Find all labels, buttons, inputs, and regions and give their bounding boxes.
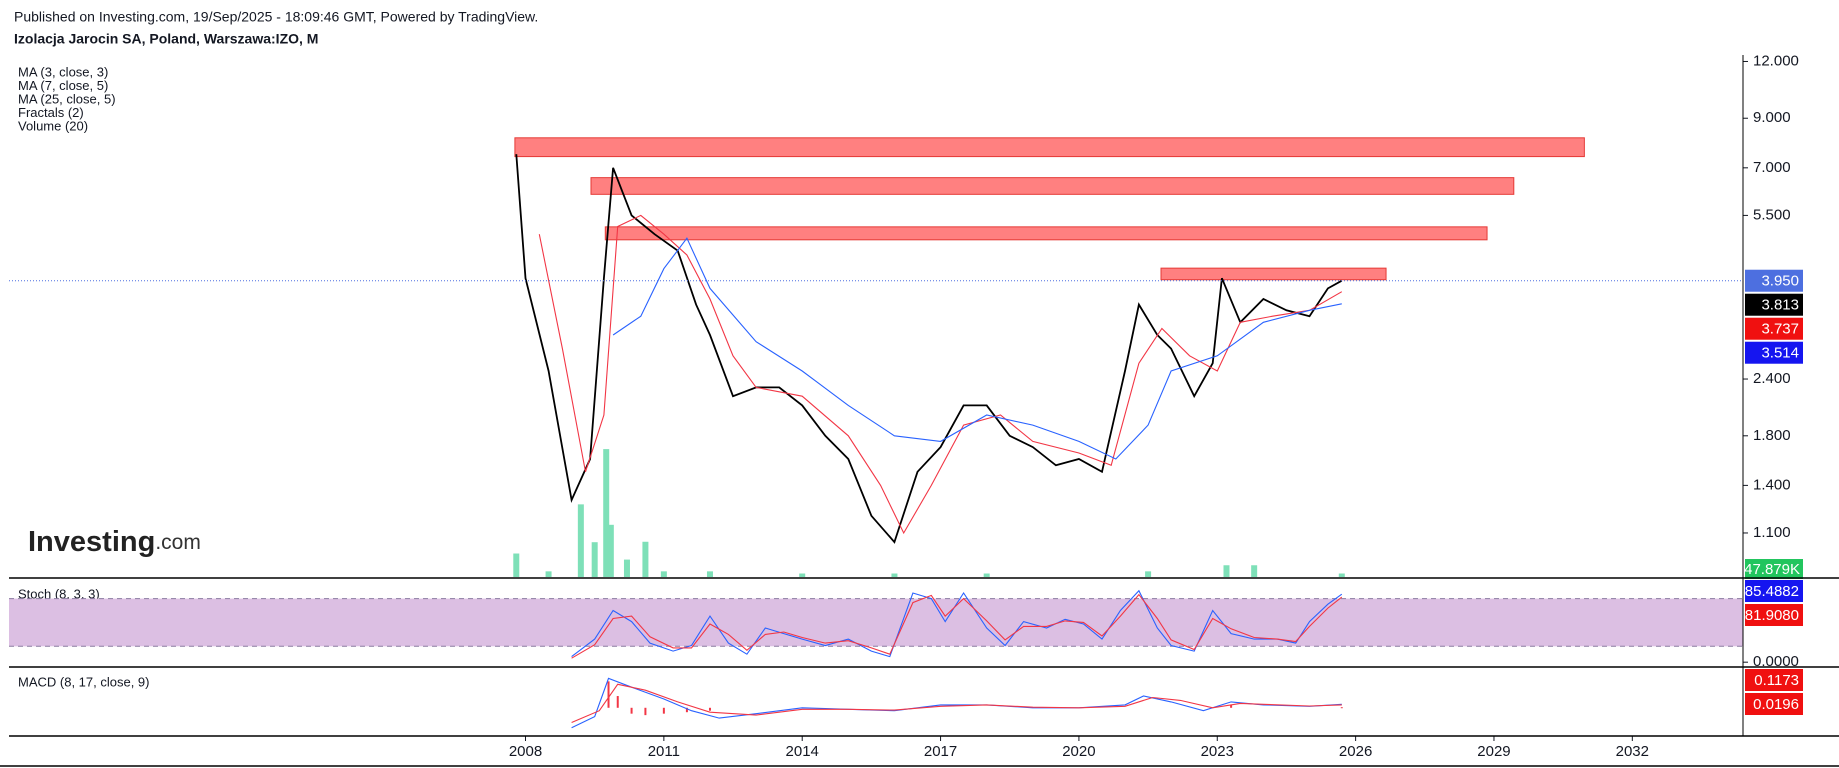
series-line [571, 677, 1342, 729]
y-tick-label: 7.000 [1753, 159, 1791, 176]
macd-histogram-bar [1230, 704, 1233, 708]
indicator-legend: MA (25, close, 5) [18, 91, 116, 106]
y-tick-label: 2.400 [1753, 370, 1791, 387]
price-tag: 3.737 [1761, 321, 1799, 338]
y-tick-label: 1.400 [1753, 476, 1791, 493]
indicator-tag-bg [1745, 580, 1803, 602]
volume-bar [603, 449, 610, 577]
volume-bar [660, 571, 667, 577]
volume-tag: 147.879K [1736, 561, 1800, 578]
volume-bar [577, 504, 584, 577]
x-tick-label: 2008 [509, 743, 542, 760]
indicator-tag: 85.4882 [1745, 583, 1799, 600]
volume-bar [1251, 565, 1258, 577]
symbol-title: Izolacja Jarocin SA, Poland, Warszawa:IZ… [14, 31, 318, 47]
series-line [538, 214, 1343, 535]
volume-bar [1145, 571, 1152, 577]
volume-bar [607, 524, 614, 577]
x-tick-label: 2014 [786, 743, 819, 760]
volume-bar [706, 571, 713, 577]
logo-brand: Investing [28, 526, 155, 558]
macd-histogram-bar [630, 707, 633, 714]
volume-bar [591, 542, 598, 577]
macd-histogram-bar [1340, 707, 1343, 709]
price-tag: 3.950 [1761, 273, 1799, 290]
indicator-tag: 0.0196 [1753, 696, 1799, 713]
plot-area [513, 137, 1585, 577]
series-line [515, 154, 1343, 544]
y-tick-label: 12.000 [1753, 52, 1799, 69]
indicator-tag-bg [1745, 604, 1803, 626]
y-tick-label: 1.800 [1753, 427, 1791, 444]
indicator-legend: MA (3, close, 3) [18, 64, 108, 79]
y-tick-label: 0.0000 [1753, 653, 1799, 670]
plot-area [9, 589, 1743, 659]
macd-histogram-bar [607, 681, 610, 708]
indicator-tag: 81.9080 [1745, 607, 1799, 624]
x-tick-label: 2032 [1616, 743, 1649, 760]
stoch-band [9, 598, 1743, 647]
macd-histogram-bar [662, 707, 665, 714]
logo-suffix: .com [155, 531, 201, 554]
zone [590, 177, 1515, 195]
series-line [571, 593, 1343, 659]
volume-bar [623, 559, 630, 577]
y-tick-label: 5.500 [1753, 206, 1791, 223]
x-tick-label: 2020 [1062, 743, 1095, 760]
macd-histogram-bar [685, 707, 688, 713]
series-line [571, 589, 1343, 658]
x-tick-label: 2029 [1477, 743, 1510, 760]
price-tag-bg [1745, 293, 1803, 316]
volume-tag-bg [1745, 559, 1803, 579]
volume-bar [545, 571, 552, 577]
volume-bar [891, 573, 898, 577]
series-line [612, 237, 1342, 460]
price-tag: 3.514 [1761, 345, 1799, 362]
series-line [571, 683, 1342, 724]
macd-histogram-bar [616, 696, 619, 708]
volume-bar [799, 573, 806, 577]
plot-area [571, 677, 1343, 729]
macd-title: MACD (8, 17, close, 9) [18, 674, 150, 689]
indicator-tag: 0.1173 [1754, 672, 1799, 689]
zone [604, 226, 1488, 241]
stoch-title: Stoch (8, 3, 3) [18, 586, 100, 601]
indicator-legend: MA (7, close, 5) [18, 78, 108, 93]
y-tick-label: 9.000 [1753, 109, 1791, 126]
y-tick-label: 1.100 [1753, 524, 1791, 541]
volume-bar [983, 573, 990, 577]
price-tag-bg [1745, 269, 1803, 292]
volume-bar [642, 541, 649, 577]
volume-bar [513, 553, 520, 577]
macd-histogram-bar [708, 707, 711, 711]
volume-bar [1223, 565, 1230, 577]
indicator-legend: Fractals (2) [18, 105, 84, 120]
price-tag-bg [1745, 341, 1803, 364]
x-tick-label: 2023 [1201, 743, 1234, 760]
indicator-tag-bg [1745, 693, 1803, 715]
macd-histogram-bar [644, 707, 647, 716]
volume-bar [1338, 573, 1345, 577]
published-note: Published on Investing.com, 19/Sep/2025 … [14, 9, 538, 25]
x-tick-label: 2011 [648, 743, 680, 760]
zone [514, 137, 1585, 158]
indicator-tag-bg [1745, 669, 1803, 691]
price-tag-bg [1745, 317, 1803, 340]
price-tag: 3.813 [1761, 297, 1799, 314]
logo: Investing.com [28, 526, 201, 558]
x-tick-label: 2026 [1339, 743, 1372, 760]
indicator-legend: Volume (20) [18, 118, 88, 133]
x-tick-label: 2017 [924, 743, 957, 760]
zone [1160, 267, 1387, 281]
